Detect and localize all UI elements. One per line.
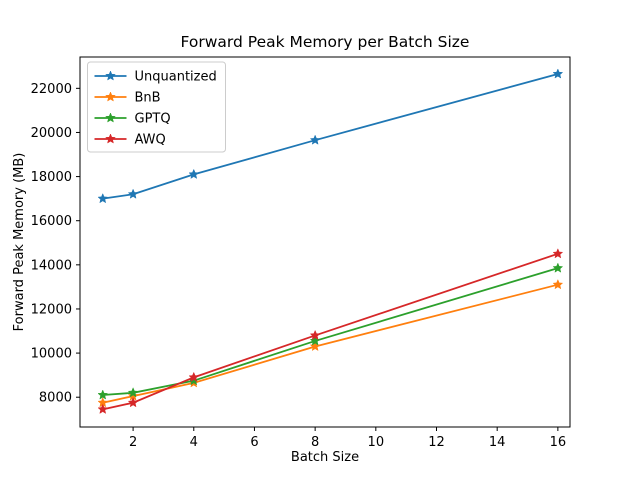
legend-item-awq: AWQ bbox=[94, 133, 166, 148]
legend-item-unquantized: Unquantized bbox=[94, 70, 217, 85]
legend-box bbox=[87, 61, 226, 153]
data-point-star-icon bbox=[97, 192, 109, 204]
y-tick-label: 22000 bbox=[31, 82, 72, 97]
y-tick-label: 8000 bbox=[39, 391, 72, 406]
legend-item-bnb: BnB bbox=[94, 91, 161, 106]
data-point-star-icon bbox=[552, 262, 564, 273]
axes-frame bbox=[79, 56, 571, 428]
x-tick-label: 12 bbox=[428, 435, 445, 450]
series-line-gptq bbox=[102, 267, 559, 396]
data-point-star-icon bbox=[309, 134, 321, 145]
legend-label: AWQ bbox=[135, 133, 166, 148]
data-point-star-icon bbox=[97, 403, 109, 414]
plot-area: 2 4 6 8 10 12 14 16 8000 10000 12000 14000 16000 1800… bbox=[31, 56, 571, 450]
data-point-star-icon bbox=[188, 168, 200, 179]
legend-label: Unquantized bbox=[135, 70, 217, 85]
legend-star-icon bbox=[105, 133, 116, 144]
x-tick-label: 16 bbox=[550, 435, 567, 450]
y-tick-label: 20000 bbox=[31, 126, 72, 141]
data-point-star-icon bbox=[309, 335, 321, 346]
chart-title: Forward Peak Memory per Batch Size bbox=[181, 33, 470, 51]
x-tick-label: 8 bbox=[311, 435, 319, 450]
x-tick-label: 6 bbox=[250, 435, 258, 450]
data-point-star-icon bbox=[309, 340, 321, 352]
y-tick-label: 10000 bbox=[31, 347, 72, 362]
data-point-star-icon bbox=[127, 397, 139, 408]
x-tick-label: 4 bbox=[190, 435, 198, 450]
data-point-star-icon bbox=[97, 389, 109, 400]
y-axis-label: Forward Peak Memory (MB) bbox=[12, 153, 27, 332]
y-tick-label: 12000 bbox=[31, 302, 72, 317]
legend-star-icon bbox=[105, 91, 116, 102]
x-axis-label: Batch Size bbox=[291, 450, 359, 465]
data-point-star-icon bbox=[552, 248, 564, 259]
legend-label: BnB bbox=[135, 91, 161, 106]
data-point-star-icon bbox=[552, 68, 564, 79]
data-point-star-icon bbox=[127, 188, 139, 199]
x-tick-label: 2 bbox=[129, 435, 137, 450]
legend-star-icon bbox=[105, 70, 116, 81]
y-tick-label: 16000 bbox=[31, 214, 72, 229]
legend-star-icon bbox=[105, 112, 116, 123]
legend-label: GPTQ bbox=[135, 112, 171, 127]
data-point-star-icon bbox=[309, 329, 321, 341]
data-point-star-icon bbox=[552, 279, 564, 290]
data-point-star-icon bbox=[188, 371, 200, 382]
y-tick-label: 14000 bbox=[31, 258, 72, 273]
data-point-star-icon bbox=[127, 387, 139, 398]
series-line-awq bbox=[102, 252, 559, 411]
y-tick-label: 18000 bbox=[31, 170, 72, 185]
x-tick-label: 14 bbox=[489, 435, 506, 450]
legend-item-gptq: GPTQ bbox=[94, 112, 171, 127]
x-tick-label: 10 bbox=[368, 435, 385, 450]
